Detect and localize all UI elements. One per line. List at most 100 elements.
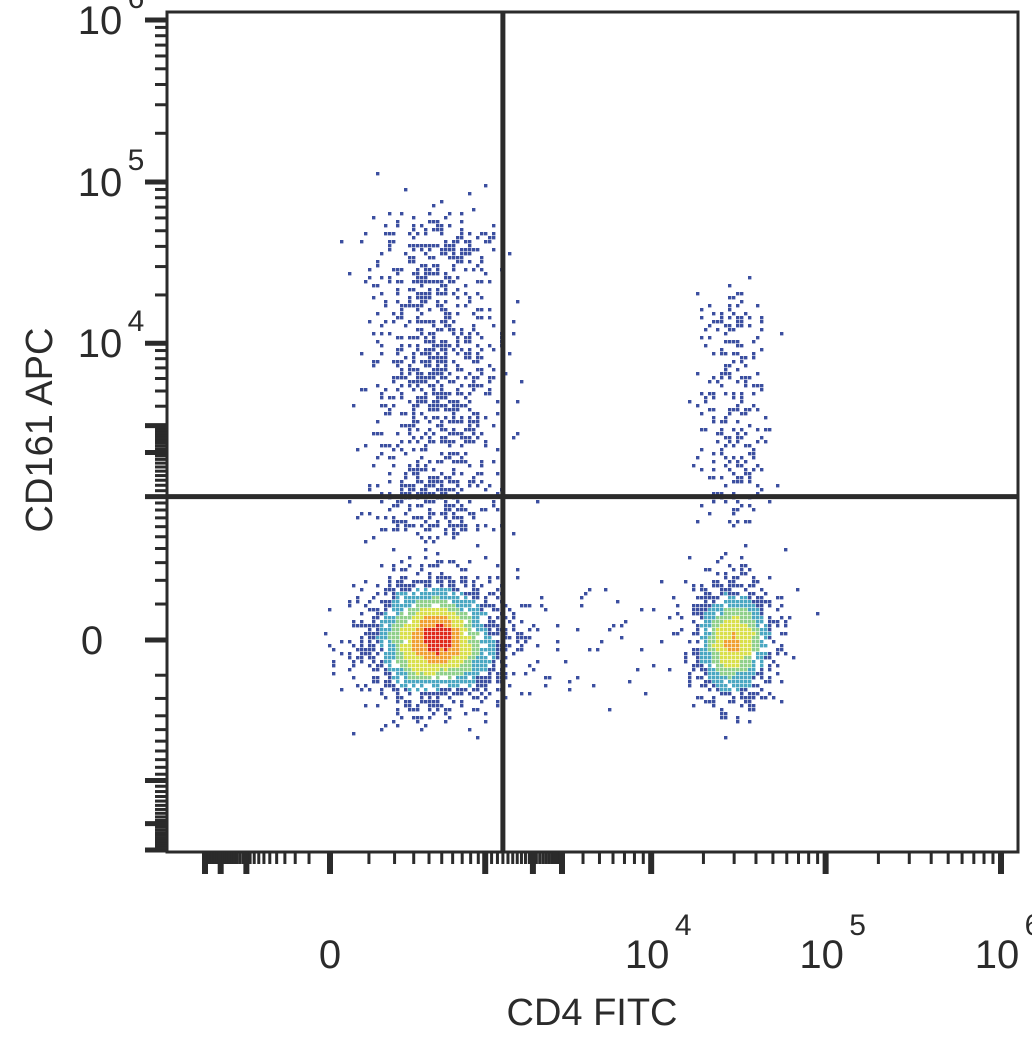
event-dot (488, 680, 492, 684)
event-dot (432, 540, 436, 544)
event-dot (420, 640, 424, 644)
event-dot (740, 400, 744, 404)
event-dot (416, 504, 420, 508)
event-dot (420, 492, 424, 496)
event-dot (356, 656, 360, 660)
event-dot (408, 564, 412, 568)
event-dot (448, 688, 452, 692)
event-dot (436, 664, 440, 668)
event-dot (432, 668, 436, 672)
event-dot (460, 252, 464, 256)
event-dot (744, 636, 748, 640)
event-dot (436, 608, 440, 612)
event-dot (752, 644, 756, 648)
event-dot (476, 332, 480, 336)
event-dot (740, 428, 744, 432)
event-dot (556, 648, 560, 652)
event-dot (452, 640, 456, 644)
event-dot (724, 616, 728, 620)
event-dot (480, 356, 484, 360)
event-dot (732, 644, 736, 648)
y-tick-label-exponent: 4 (128, 305, 145, 338)
event-dot (448, 440, 452, 444)
event-dot (764, 628, 768, 632)
event-dot (704, 620, 708, 624)
event-dot (416, 652, 420, 656)
event-dot (468, 644, 472, 648)
event-dot (816, 612, 820, 616)
event-dot (444, 596, 448, 600)
event-dot (708, 632, 712, 636)
event-dot (736, 408, 740, 412)
event-dot (760, 640, 764, 644)
event-dot (448, 324, 452, 328)
event-dot (480, 584, 484, 588)
event-dot (416, 296, 420, 300)
event-dot (412, 676, 416, 680)
event-dot (444, 612, 448, 616)
event-dot (696, 292, 700, 296)
event-dot (368, 652, 372, 656)
event-dot (704, 400, 708, 404)
event-dot (380, 528, 384, 532)
event-dot (372, 432, 376, 436)
event-dot (444, 428, 448, 432)
event-dot (352, 644, 356, 648)
event-dot (468, 500, 472, 504)
event-dot (728, 304, 732, 308)
event-dot (400, 668, 404, 672)
event-dot (748, 476, 752, 480)
event-dot (384, 696, 388, 700)
event-dot (420, 616, 424, 620)
event-dot (484, 232, 488, 236)
event-dot (640, 608, 644, 612)
event-dot (420, 620, 424, 624)
event-dot (444, 508, 448, 512)
event-dot (436, 588, 440, 592)
event-dot (456, 612, 460, 616)
event-dot (748, 684, 752, 688)
event-dot (480, 692, 484, 696)
event-dot (732, 492, 736, 496)
event-dot (728, 616, 732, 620)
event-dot (748, 472, 752, 476)
event-dot (384, 660, 388, 664)
event-dot (440, 652, 444, 656)
event-dot (468, 624, 472, 628)
event-dot (376, 616, 380, 620)
event-dot (460, 332, 464, 336)
event-dot (484, 556, 488, 560)
event-dot (404, 688, 408, 692)
event-dot (708, 304, 712, 308)
event-dot (416, 672, 420, 676)
event-dot (452, 600, 456, 604)
event-dot (720, 672, 724, 676)
event-dot (468, 592, 472, 596)
event-dot (512, 652, 516, 656)
event-dot (396, 724, 400, 728)
event-dot (764, 632, 768, 636)
event-dot (444, 644, 448, 648)
event-dot (476, 416, 480, 420)
event-dot (412, 272, 416, 276)
event-dot (460, 256, 464, 260)
event-dot (460, 620, 464, 624)
event-dot (696, 652, 700, 656)
event-dot (432, 660, 436, 664)
event-dot (424, 352, 428, 356)
event-dot (416, 580, 420, 584)
event-dot (440, 452, 444, 456)
event-dot (420, 388, 424, 392)
event-dot (488, 648, 492, 652)
event-dot (440, 596, 444, 600)
event-dot (760, 328, 764, 332)
event-dot (740, 464, 744, 468)
event-dot (384, 632, 388, 636)
event-dot (428, 708, 432, 712)
event-dot (424, 336, 428, 340)
event-dot (436, 648, 440, 652)
event-dot (504, 372, 508, 376)
event-dot (424, 624, 428, 628)
event-dot (424, 360, 428, 364)
